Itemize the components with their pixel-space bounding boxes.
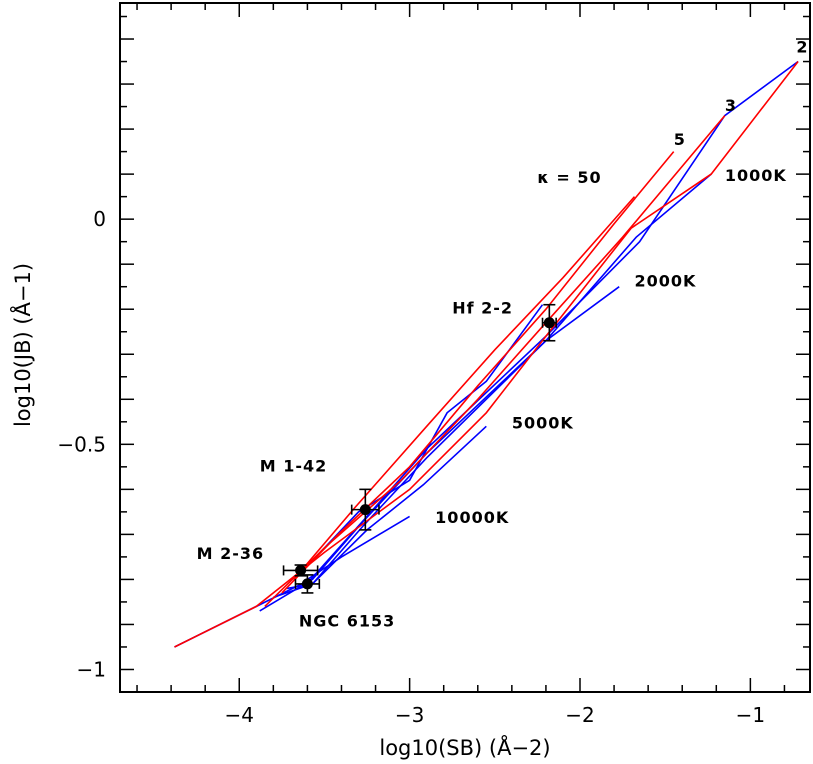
- data-point-m-2-36: [282, 564, 319, 577]
- x-axis-label: log10(SB) (Å−2): [379, 734, 550, 760]
- x-tick-label: −4: [225, 703, 254, 727]
- data-point-marker: [295, 564, 307, 576]
- plot-frame: [119, 2, 811, 693]
- annotation-label: 5: [674, 130, 686, 149]
- temperature-lines: [174, 60, 799, 648]
- kappa-line-1: [174, 61, 799, 648]
- temperature-line-3: [273, 286, 620, 599]
- annotation-label: 3: [725, 96, 737, 115]
- data-point-ngc-6153: [294, 574, 321, 594]
- kappa-line-4: [293, 196, 636, 580]
- x-tick-label: −2: [565, 703, 594, 727]
- annotation-label: M 1-42: [260, 456, 328, 475]
- temperature-line-5: [306, 515, 411, 581]
- annotation-label: 2000K: [635, 272, 697, 291]
- annotation-label: Hf 2-2: [452, 299, 513, 318]
- annotation-label: 1000K: [725, 166, 787, 185]
- x-axis-ticks: [136, 3, 786, 692]
- x-tick-label: −3: [395, 703, 424, 727]
- data-points: [282, 303, 557, 594]
- kappa-lines: [174, 61, 799, 648]
- y-axis-label: log10(JB) (Å−1): [9, 263, 35, 427]
- annotation-label: M 2-36: [197, 544, 265, 563]
- x-tick-label: −1: [736, 703, 765, 727]
- kappa-line-3: [281, 151, 675, 594]
- y-tick-label: −1: [77, 657, 106, 681]
- y-tick-label: −0.5: [57, 432, 106, 456]
- data-point-marker: [543, 317, 555, 329]
- y-tick-label: 0: [93, 207, 106, 231]
- data-point-m-1-42: [350, 488, 380, 531]
- y-axis-tick-labels: 0 −0.5 −1: [57, 207, 106, 681]
- annotation-label: 2: [796, 38, 808, 57]
- annotation-label: κ = 50: [537, 168, 601, 187]
- data-point-marker: [301, 578, 313, 590]
- y-axis-ticks: [120, 15, 810, 693]
- temperature-line-6: [315, 304, 544, 558]
- annotation-label: NGC 6153: [299, 612, 395, 631]
- annotation-label: 5000K: [512, 414, 574, 433]
- data-point-marker: [359, 504, 371, 516]
- annotation-label: 10000K: [435, 508, 509, 527]
- x-axis-tick-labels: −4 −3 −2 −1: [225, 703, 766, 727]
- data-point-hf-2-2: [541, 303, 557, 342]
- temperature-line-1: [174, 60, 799, 648]
